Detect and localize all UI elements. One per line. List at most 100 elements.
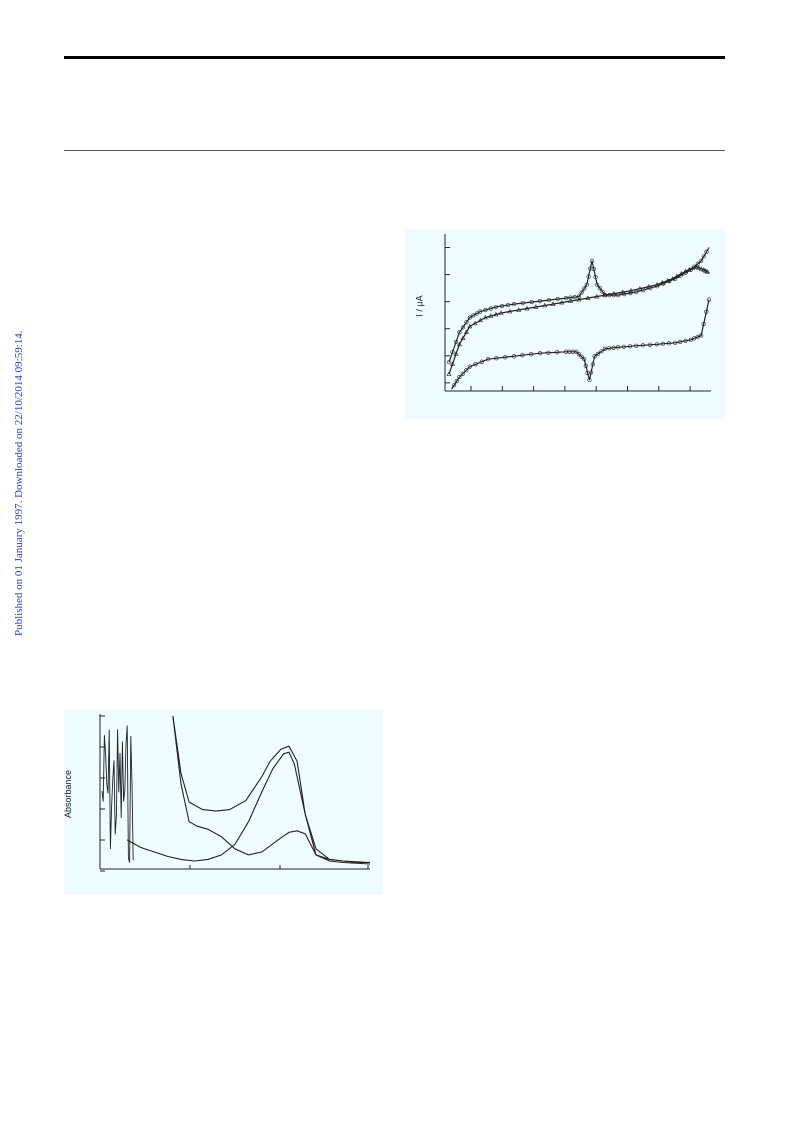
cv-circle-marker <box>451 383 457 388</box>
cv-circle-marker <box>546 350 551 355</box>
cv-circle-marker <box>555 296 560 302</box>
cv-circle-marker <box>695 334 700 339</box>
cv-chart <box>444 234 712 392</box>
cv-triangle-marker <box>670 276 676 281</box>
cv-circle-marker <box>563 296 569 301</box>
cv-circle-marker <box>494 356 499 361</box>
cv-circle-marker <box>704 249 709 254</box>
cv-triangle-marker <box>472 320 478 326</box>
cv-circle-marker <box>511 354 517 359</box>
cv-circle-marker <box>563 349 569 354</box>
cv-y-axis-label: I / μA <box>414 295 425 317</box>
cv-circle-marker <box>467 315 472 320</box>
cv-triangle-marker <box>686 267 692 272</box>
cv-circle-marker <box>666 341 672 346</box>
cv-circle-marker <box>457 330 462 335</box>
cv-triangle-marker <box>620 289 626 294</box>
cv-circle-marker <box>520 353 525 358</box>
cv-triangle-marker <box>456 341 462 347</box>
cv-triangle-marker <box>533 304 539 309</box>
cv-circle-marker <box>621 344 626 349</box>
cv-circle-marker <box>695 261 700 266</box>
cv-triangle-marker <box>701 267 707 272</box>
cv-triangle-marker <box>602 292 608 297</box>
cv-circle-marker <box>471 313 476 318</box>
cv-circle-marker <box>511 301 517 307</box>
cv-circle-marker <box>678 339 683 344</box>
cv-circle-marker <box>446 360 452 365</box>
cv-triangle-marker <box>524 305 530 311</box>
cv-circle-marker <box>478 309 483 314</box>
cv-triangle-marker <box>559 299 565 305</box>
cv-circle-marker <box>660 341 665 346</box>
cv-circle-marker <box>640 343 645 348</box>
cv-circle-marker <box>600 289 605 294</box>
cv-circle-marker <box>537 298 543 304</box>
cv-triangle-marker <box>628 288 634 293</box>
cv-triangle-marker <box>507 308 513 314</box>
cv-circle-marker <box>706 297 712 302</box>
cv-circle-marker <box>701 321 706 327</box>
cv-circle-marker <box>503 355 508 360</box>
cv-circle-marker <box>493 304 498 310</box>
cv-triangle-marker <box>542 302 548 308</box>
cv-triangle-marker <box>450 361 456 366</box>
cv-triangle-marker <box>665 278 671 283</box>
cv-circle-marker <box>699 333 704 338</box>
cv-triangle-marker <box>576 296 582 302</box>
cv-circle-marker <box>590 362 595 367</box>
cv-circle-marker <box>467 364 472 369</box>
cv-circle-marker <box>595 282 600 287</box>
cv-circle-marker <box>647 342 653 347</box>
cv-circle-marker <box>546 297 551 303</box>
cv-circle-marker <box>576 352 581 357</box>
cv-circle-marker <box>529 299 534 305</box>
publication-note[interactable]: Published on 01 January 1997. Downloaded… <box>13 330 25 636</box>
cv-circle-marker <box>589 258 595 263</box>
cv-triangle-marker <box>646 284 652 289</box>
abs-series-line <box>126 751 371 864</box>
cv-circle-marker <box>599 349 604 354</box>
cv-circle-marker <box>464 368 469 373</box>
cv-circle-marker <box>488 306 493 311</box>
cv-circle-marker <box>473 362 478 367</box>
abs-series-line <box>172 715 370 864</box>
cv-triangle-marker <box>659 280 665 285</box>
cv-circle-marker <box>607 346 612 351</box>
cv-triangle-marker <box>637 286 643 291</box>
absorbance-chart <box>99 714 371 872</box>
cv-circle-marker <box>572 294 577 300</box>
cv-triangle-marker <box>477 317 483 323</box>
cv-circle-marker <box>576 294 582 299</box>
cv-triangle-marker <box>460 335 466 341</box>
cv-circle-marker <box>583 363 588 368</box>
cv-triangle-marker <box>698 266 704 271</box>
cv-circle-marker <box>483 307 488 313</box>
cv-triangle-marker <box>482 314 488 320</box>
cv-triangle-marker <box>683 268 689 274</box>
cv-circle-marker <box>579 354 584 359</box>
cv-circle-marker <box>634 290 639 295</box>
cv-circle-marker <box>457 374 462 380</box>
cv-triangle-marker <box>493 311 499 317</box>
cv-triangle-marker <box>516 307 522 312</box>
cv-triangle-marker <box>488 313 494 318</box>
cv-circle-marker <box>479 359 484 364</box>
cv-circle-marker <box>673 340 678 345</box>
cv-triangle-marker <box>696 265 702 270</box>
cv-circle-marker <box>688 337 693 342</box>
cv-circle-marker <box>683 338 688 343</box>
cv-circle-marker <box>591 266 596 272</box>
cv-circle-marker <box>499 303 505 309</box>
cv-triangle-marker <box>703 268 709 273</box>
cv-triangle-marker <box>467 323 473 329</box>
cv-triangle-marker <box>690 265 696 271</box>
cv-triangle-marker <box>654 282 660 287</box>
cv-circle-marker <box>579 290 584 295</box>
cv-triangle-marker <box>550 301 556 306</box>
cv-triangle-marker <box>463 329 469 334</box>
absorbance-figure: Absorbance <box>63 709 383 895</box>
cv-circle-marker <box>701 254 706 259</box>
cv-circle-marker <box>585 370 590 376</box>
cv-circle-marker <box>611 345 616 350</box>
